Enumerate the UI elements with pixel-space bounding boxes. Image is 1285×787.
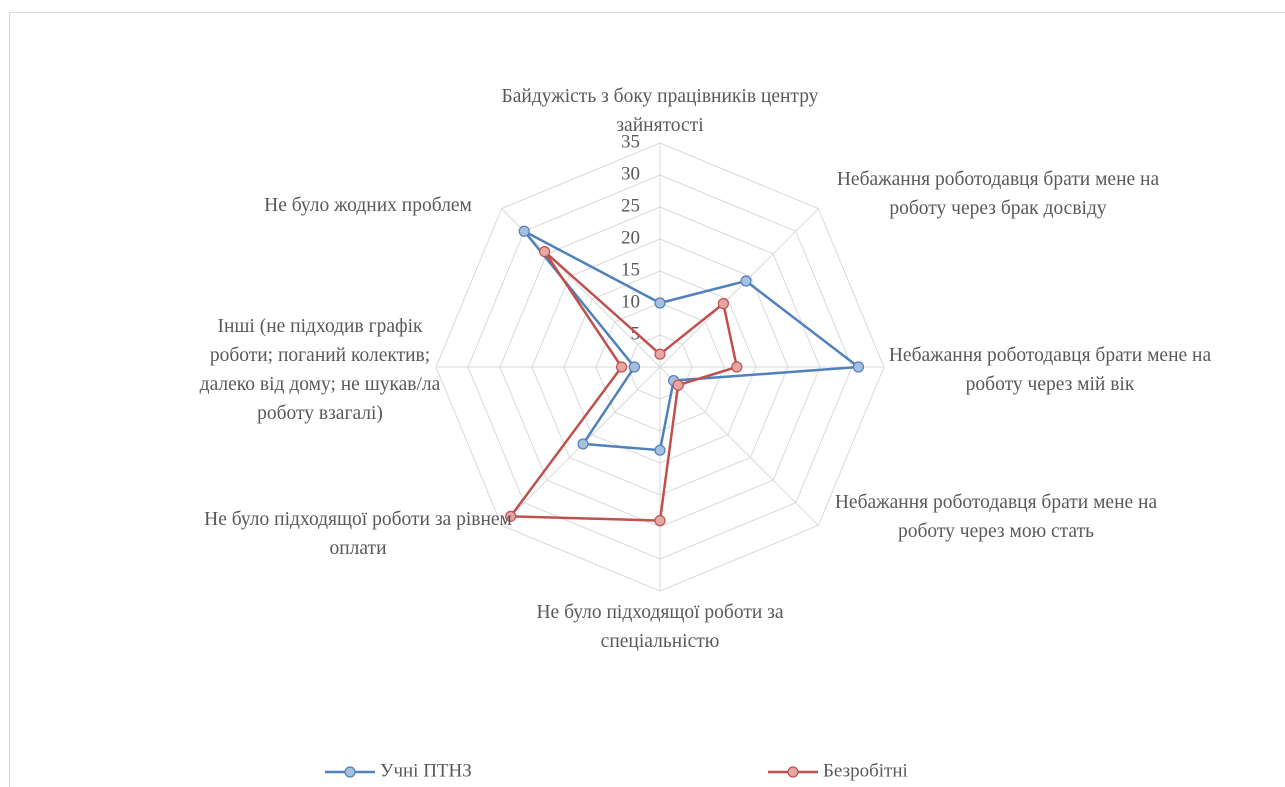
chart-frame — [9, 12, 1285, 787]
category-label: Небажання роботодавця брати мене на робо… — [834, 492, 1158, 542]
r-tick-label: 10 — [621, 291, 640, 312]
spoke — [659, 208, 819, 368]
legend-marker — [787, 766, 799, 778]
r-tick-label: 30 — [621, 163, 640, 184]
category-label: Не було підходящої роботи за рівнем опла… — [204, 509, 512, 559]
legend-marker — [344, 766, 356, 778]
spoke — [659, 366, 819, 526]
data-point — [577, 438, 589, 450]
r-tick-label: 35 — [621, 131, 640, 152]
data-point — [654, 297, 666, 309]
data-point — [539, 246, 551, 258]
r-tick-label: 15 — [621, 259, 640, 280]
data-point — [654, 444, 666, 456]
data-point — [654, 514, 666, 527]
category-label: Не було жодних проблем — [264, 195, 472, 216]
data-point — [731, 361, 743, 373]
data-point — [615, 361, 628, 373]
category-label: Інші (не підходив графік роботи; поганий… — [199, 316, 441, 424]
legend-label: Учні ПТНЗ — [380, 760, 472, 781]
data-point — [505, 510, 517, 522]
data-point — [740, 275, 752, 287]
data-point — [717, 298, 729, 310]
legend-label: Безробітні — [823, 760, 908, 781]
category-label: Небажання роботодавця брати мене на робо… — [836, 169, 1160, 219]
data-point — [672, 379, 684, 391]
r-tick-label: 25 — [621, 195, 640, 216]
data-point — [852, 361, 865, 373]
category-label: Байдужість з боку працівників центру зай… — [501, 86, 819, 136]
r-tick-label: 20 — [621, 227, 640, 248]
data-point — [654, 348, 666, 360]
data-point — [628, 361, 641, 373]
data-point — [518, 225, 530, 237]
category-label: Небажання роботодавця брати мене на робо… — [888, 345, 1212, 395]
category-label: Не було підходящої роботи за спеціальніс… — [536, 602, 784, 652]
